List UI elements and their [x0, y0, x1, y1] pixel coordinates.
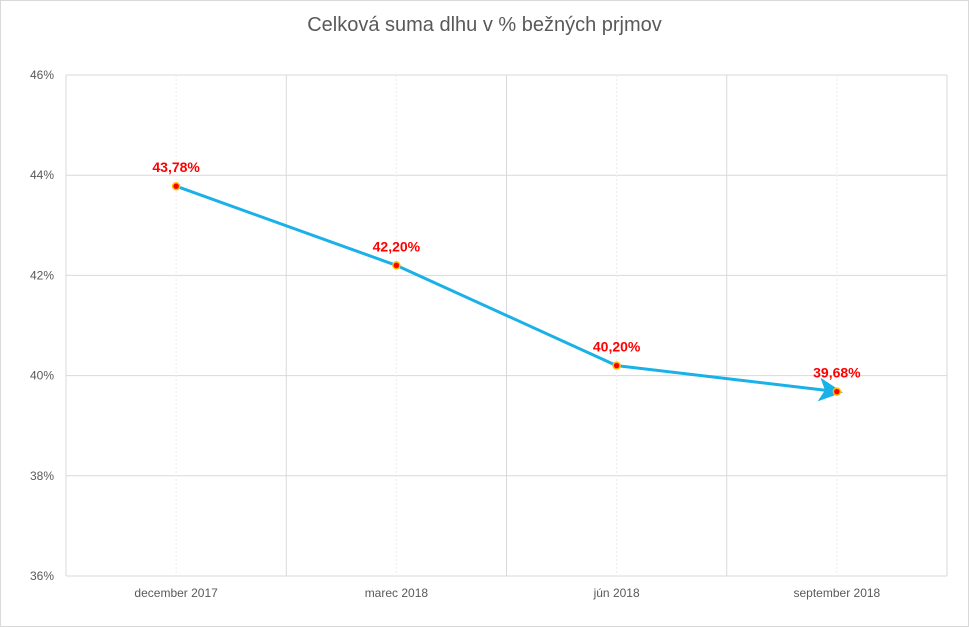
data-label: 43,78% — [152, 159, 200, 175]
chart-title: Celková suma dlhu v % bežných prjmov — [307, 14, 662, 36]
axis-layer: 36% 38% 40% 42% 44% 46% december 2017 marec 201… — [30, 68, 881, 600]
series-layer — [171, 181, 843, 402]
data-point — [392, 261, 401, 270]
y-tick-label: 36% — [30, 569, 54, 583]
y-tick-label: 38% — [30, 469, 54, 483]
data-point — [171, 181, 181, 191]
data-point — [612, 361, 621, 370]
y-tick-label: 44% — [30, 168, 54, 182]
series-line — [175, 184, 843, 402]
data-point — [832, 387, 842, 396]
data-label: 39,68% — [813, 365, 861, 381]
label-layer: 43,78% 42,20% 40,20% 39,68% — [152, 159, 861, 380]
data-label: 40,20% — [593, 339, 641, 355]
grid-layer — [65, 74, 948, 577]
x-tick-label: marec 2018 — [365, 586, 429, 600]
x-tick-label: jún 2018 — [593, 586, 640, 600]
x-tick-label: december 2017 — [134, 586, 218, 600]
y-tick-label: 46% — [30, 68, 54, 82]
x-tick-label: september 2018 — [794, 586, 881, 600]
y-tick-label: 40% — [30, 369, 54, 383]
y-tick-label: 42% — [30, 268, 54, 282]
data-label: 42,20% — [373, 238, 421, 254]
